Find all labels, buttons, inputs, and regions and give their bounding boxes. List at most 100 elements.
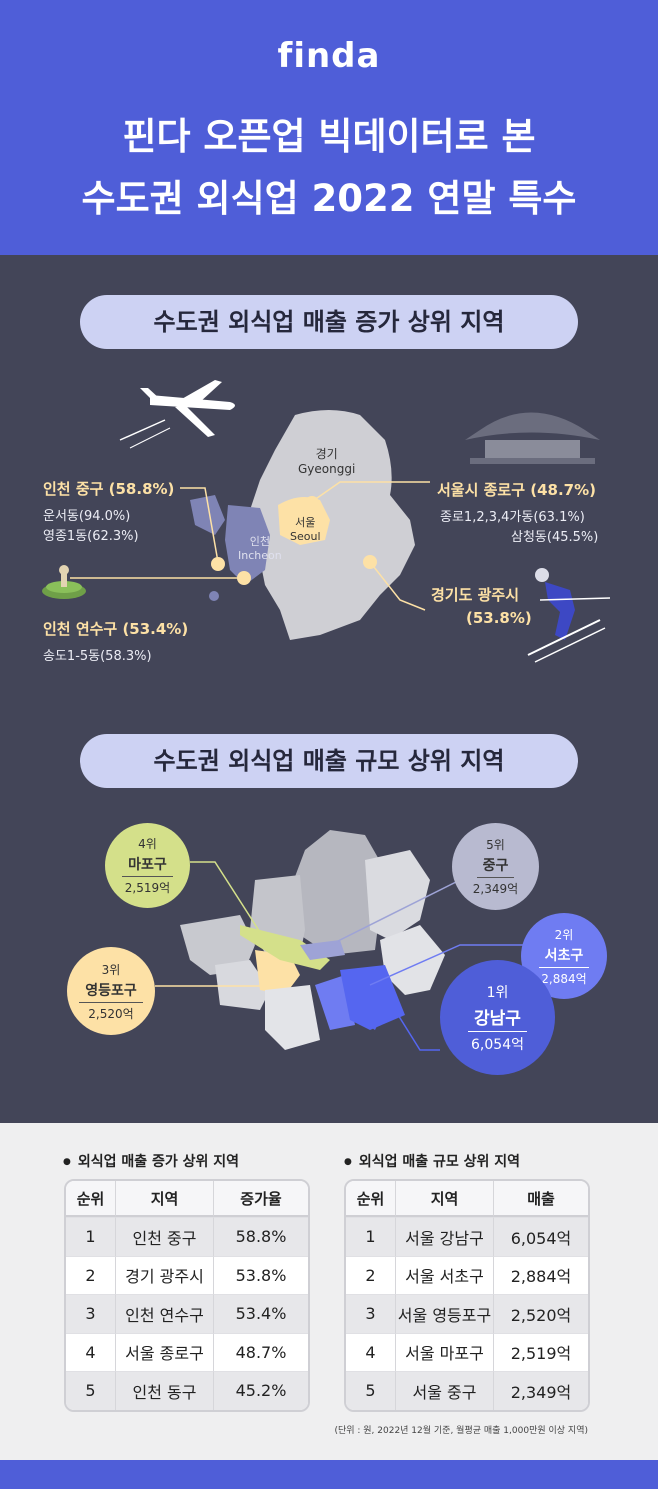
maps-layer	[42, 380, 611, 1051]
seoul-label: 서울 Seoul	[290, 514, 321, 543]
cell: 5	[346, 1371, 396, 1410]
table-row: 3 서울 영등포구 2,520억	[346, 1294, 588, 1333]
incheon-junggu-sub1: 운서동(94.0%)	[43, 509, 131, 524]
section2-title: 수도권 외식업 매출 규모 상위 지역	[80, 734, 578, 788]
incheon-junggu-sub2: 영종1동(62.3%)	[43, 529, 139, 544]
cell: 1	[66, 1217, 116, 1256]
cell: 53.4%	[214, 1294, 308, 1333]
cell: 2,349억	[494, 1371, 588, 1410]
size-table: 순위 지역 매출 1 서울 강남구 6,054억 2 서울 서초구 2,884억 3 서울…	[344, 1179, 590, 1412]
rank1-bubble: 1위 강남구 6,054억	[440, 960, 555, 1075]
table-row: 4 서울 종로구 48.7%	[66, 1332, 308, 1372]
cell: 서울 종로구	[116, 1332, 214, 1371]
cell: 6,054억	[494, 1217, 588, 1256]
seoul-jongno-sub2: 삼청동(45.5%)	[511, 530, 599, 545]
gyeonggi-label: 경기 Gyeonggi	[298, 445, 355, 476]
rank4-rank: 4위	[138, 837, 157, 851]
rank5-value: 2,349억	[472, 882, 519, 896]
cell: 인천 중구	[116, 1217, 214, 1256]
gyeonggi-en: Gyeonggi	[298, 462, 356, 476]
incheon-yeonsu-title: 인천 연수구 (53.4%)	[43, 620, 189, 638]
table-row: 2 서울 서초구 2,884억	[346, 1255, 588, 1295]
rank5-rank: 5위	[486, 838, 505, 852]
header-banner: finda 핀다 오픈업 빅데이터로 본 수도권 외식업 2022 연말 특수	[0, 0, 658, 255]
cell: 2,884억	[494, 1255, 588, 1295]
rank3-bubble: 3위 영등포구 2,520억	[67, 947, 155, 1035]
gyeonggi-map	[245, 410, 415, 640]
growth-header-rank: 순위	[66, 1181, 116, 1217]
rank1-name: 강남구	[468, 1004, 527, 1032]
rank4-bubble: 4위 마포구 2,519억	[105, 823, 190, 908]
seoul-jongno-sub1: 종로1,2,3,4가동(63.1%)	[440, 510, 585, 525]
cell: 서울 중구	[396, 1371, 494, 1410]
rank4-value: 2,519억	[124, 881, 171, 895]
skier-icon	[527, 568, 611, 663]
growth-table: 순위 지역 증가율 1 인천 중구 58.8% 2 경기 광주시 53.8% 3 인천 연…	[64, 1179, 310, 1412]
incheon-map	[225, 505, 270, 585]
cell: 4	[66, 1332, 116, 1371]
cell: 5	[66, 1371, 116, 1410]
cell: 서울 서초구	[396, 1255, 494, 1294]
seoul-map	[278, 496, 330, 545]
incheon-label: 인천 Incheon	[238, 533, 282, 562]
cell: 2,520억	[494, 1294, 588, 1333]
palace-icon	[465, 412, 600, 464]
size-header-sales: 매출	[494, 1181, 588, 1217]
main-title-line2: 수도권 외식업 2022 연말 특수	[81, 177, 577, 220]
rank3-rank: 3위	[101, 962, 121, 977]
rank2-name: 서초구	[538, 945, 590, 968]
finda-logo: finda	[277, 36, 381, 76]
cell: 서울 영등포구	[396, 1294, 494, 1333]
size-header-rank: 순위	[346, 1181, 396, 1217]
incheon-yeonsu-sub1: 송도1-5동(58.3%)	[43, 649, 152, 664]
rank1-value: 6,054억	[471, 1036, 524, 1053]
rank2-rank: 2위	[554, 927, 574, 942]
cell: 인천 동구	[116, 1371, 214, 1410]
incheon-kr: 인천	[249, 535, 270, 548]
cell: 서울 강남구	[396, 1217, 494, 1256]
table-row: 1 인천 중구 58.8%	[66, 1217, 308, 1256]
rank5-name: 중구	[476, 855, 515, 878]
seoul-district-map	[180, 830, 445, 1050]
cell: 1	[346, 1217, 396, 1256]
source-note: (단위 : 원, 2022년 12월 기준, 월평균 매출 1,000만원 이상…	[334, 1426, 588, 1436]
airplane-icon	[119, 380, 235, 449]
seoul-en: Seoul	[290, 530, 321, 543]
size-table-title: 외식업 매출 규모 상위 지역	[344, 1151, 520, 1171]
cell: 2	[66, 1255, 116, 1294]
cell: 경기 광주시	[116, 1255, 214, 1294]
cell: 서울 마포구	[396, 1332, 494, 1371]
growth-header-rate: 증가율	[214, 1181, 308, 1217]
growth-header-region: 지역	[116, 1181, 214, 1217]
seoul-kr: 서울	[295, 516, 316, 529]
cell: 2	[346, 1255, 396, 1294]
incheon-junggu-title: 인천 중구 (58.8%)	[43, 480, 175, 498]
table-row: 5 인천 동구 45.2%	[66, 1371, 308, 1410]
incheon-island	[190, 495, 225, 535]
cell: 3	[66, 1294, 116, 1333]
cell: 58.8%	[214, 1217, 308, 1256]
rank1-rank: 1위	[486, 984, 509, 1001]
main-title-line1: 핀다 오픈업 빅데이터로 본	[122, 115, 536, 158]
table-row: 4 서울 마포구 2,519억	[346, 1332, 588, 1372]
table-row: 1 서울 강남구 6,054억	[346, 1217, 588, 1256]
gwangju-title-line2: (53.8%)	[466, 609, 532, 627]
cell: 53.8%	[214, 1255, 308, 1295]
table-row: 5 서울 중구 2,349억	[346, 1371, 588, 1410]
size-header-region: 지역	[396, 1181, 494, 1217]
cell: 인천 연수구	[116, 1294, 214, 1333]
table-row: 3 인천 연수구 53.4%	[66, 1294, 308, 1333]
seoul-jongno-title: 서울시 종로구 (48.7%)	[437, 481, 596, 499]
cell: 3	[346, 1294, 396, 1333]
section1-title: 수도권 외식업 매출 증가 상위 지역	[80, 295, 578, 349]
rank2-value: 2,884억	[541, 971, 587, 986]
cell: 48.7%	[214, 1332, 308, 1372]
cell: 2,519억	[494, 1332, 588, 1372]
table-row: 2 경기 광주시 53.8%	[66, 1255, 308, 1295]
gwangju-title-line1: 경기도 광주시	[431, 586, 520, 604]
rank3-name: 영등포구	[79, 980, 143, 1003]
cell: 4	[346, 1332, 396, 1371]
rank3-value: 2,520억	[88, 1006, 134, 1021]
fountain-icon	[42, 565, 86, 599]
rank5-bubble: 5위 중구 2,349억	[452, 823, 539, 910]
